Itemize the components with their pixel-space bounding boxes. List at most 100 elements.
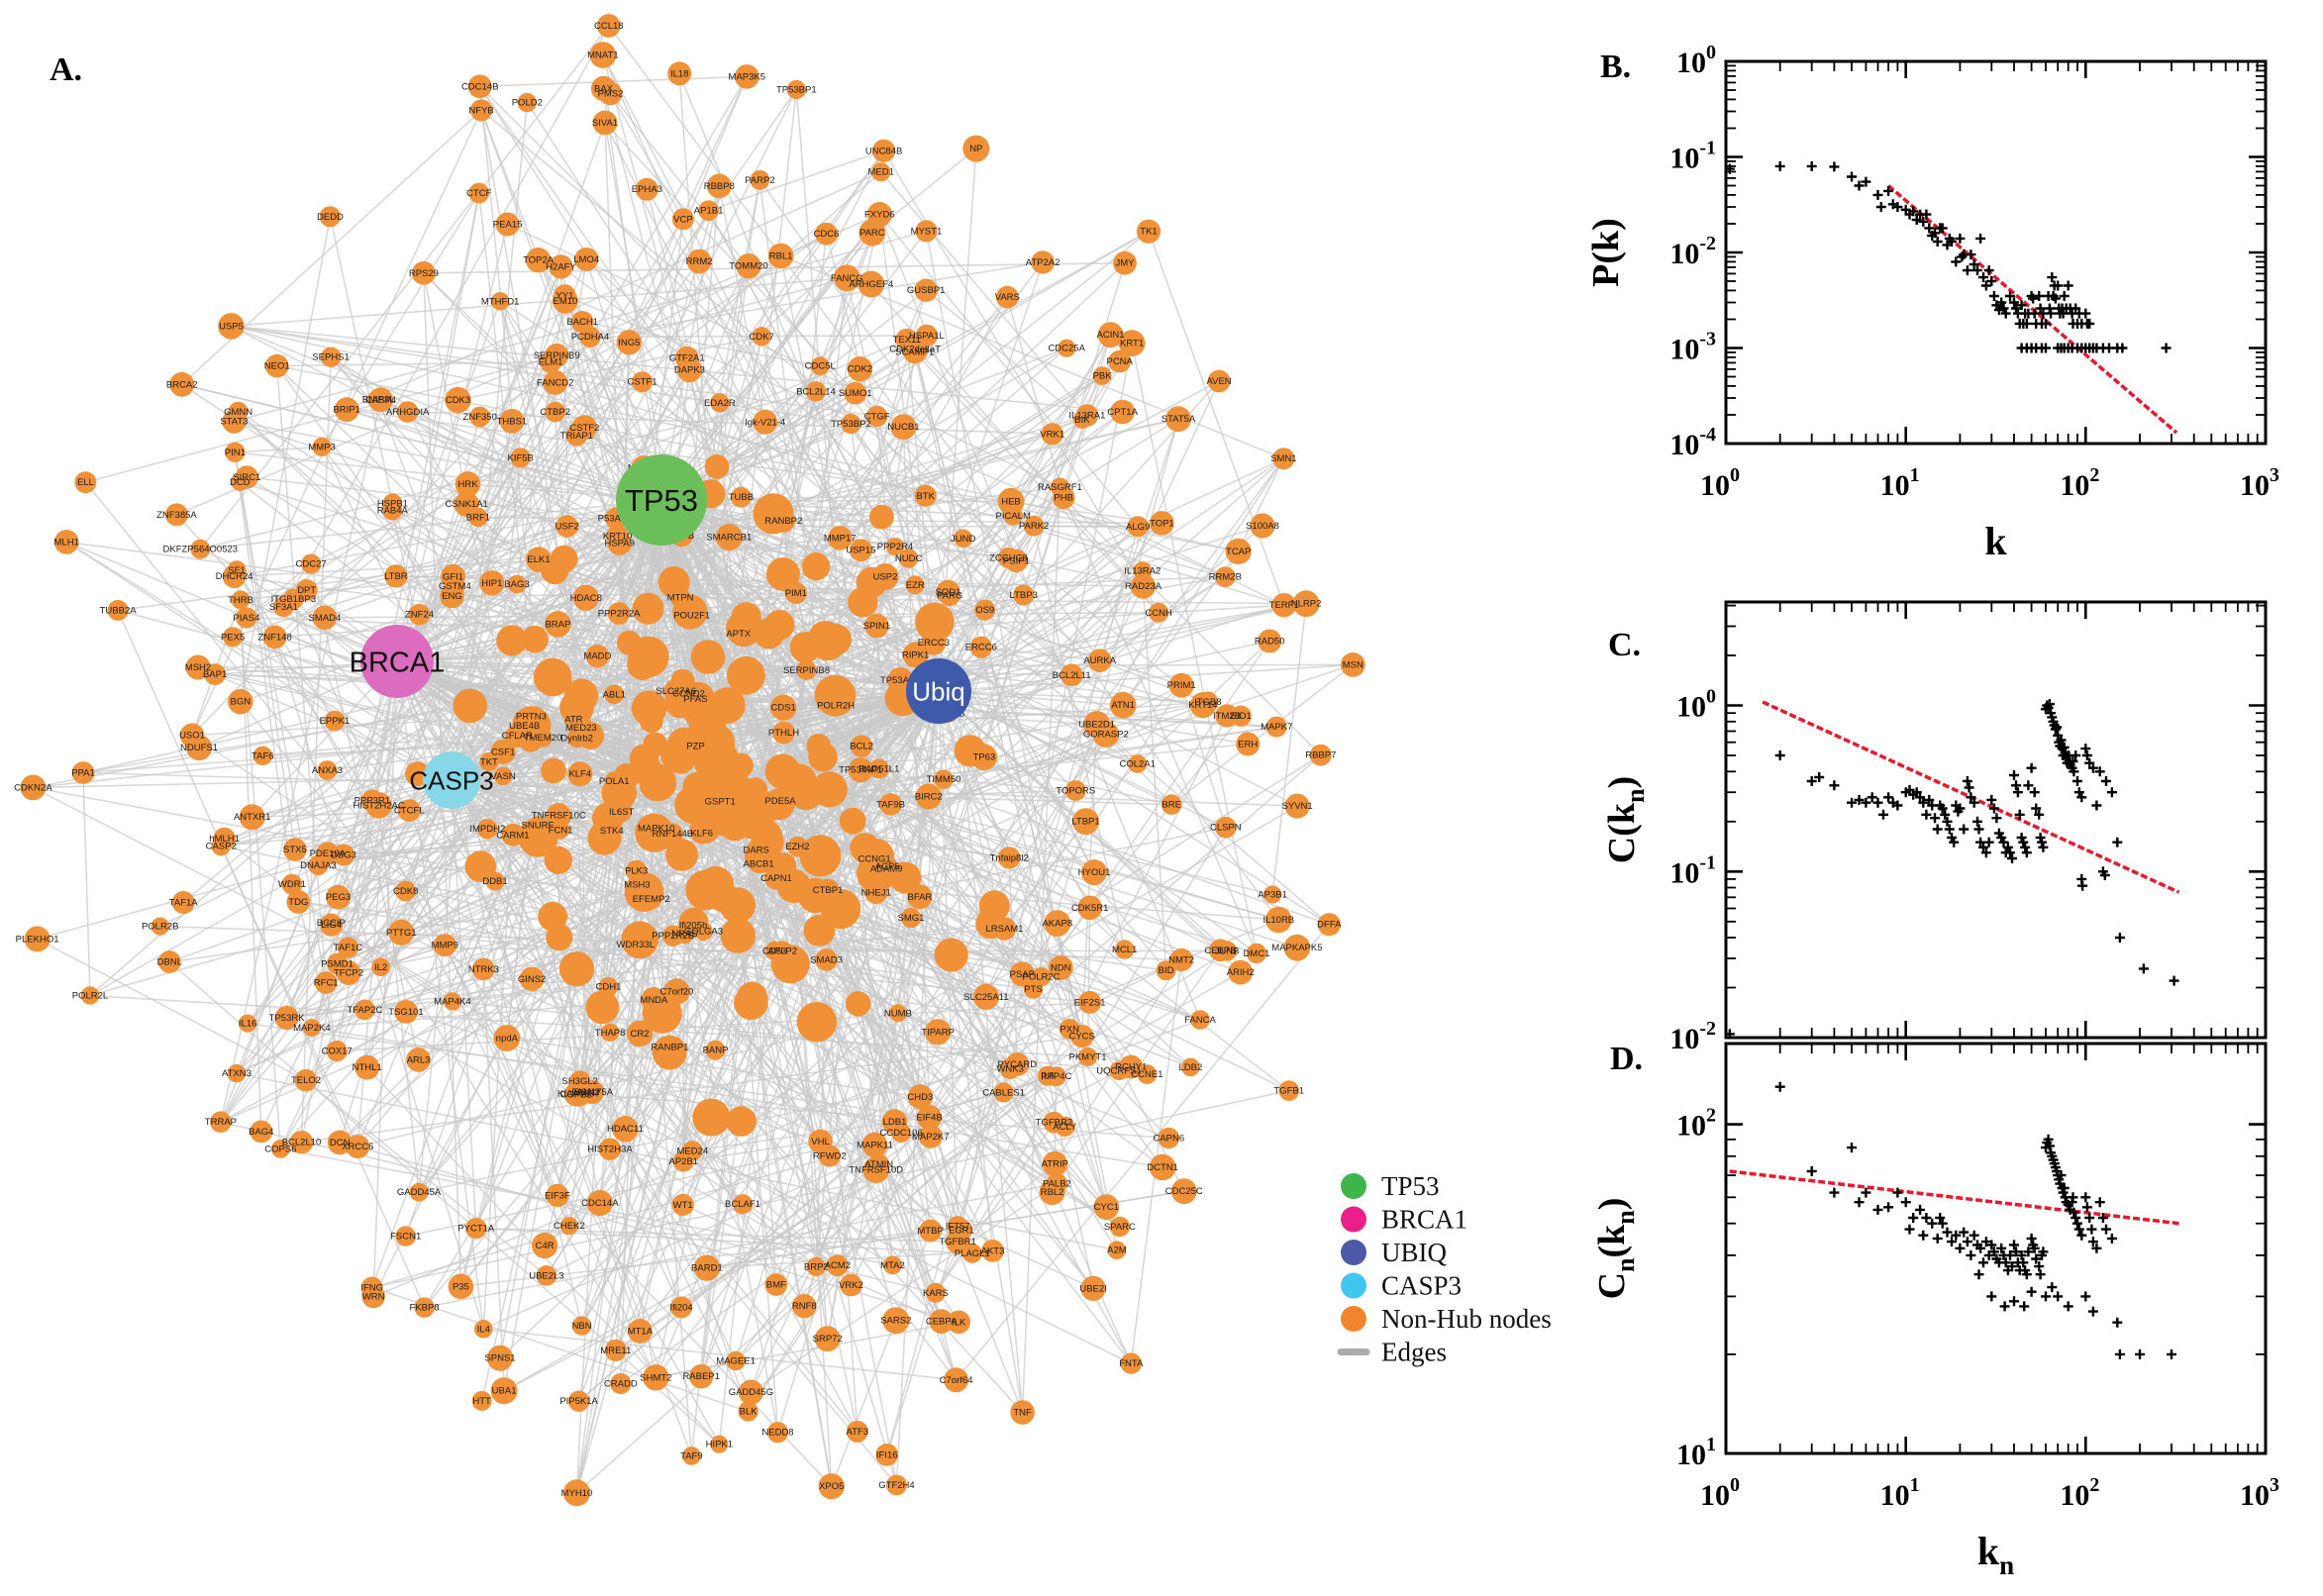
scatter-point bbox=[1993, 305, 2004, 316]
node-label: UBE2D1 bbox=[1078, 720, 1115, 731]
node-label: BRIP1 bbox=[333, 405, 359, 416]
network-node bbox=[658, 1036, 680, 1057]
network-node bbox=[1009, 961, 1035, 987]
node-label: GADD45A bbox=[397, 1187, 442, 1198]
scatter-point bbox=[2058, 308, 2069, 319]
scatter-point bbox=[1966, 792, 1976, 803]
node-label: BCL2 bbox=[850, 742, 873, 752]
network-edge bbox=[673, 581, 951, 597]
legend-label: Non-Hub nodes bbox=[1381, 1304, 1552, 1334]
network-node bbox=[334, 397, 359, 423]
node-label: RRM2 bbox=[686, 256, 713, 267]
node-label: ITM2B bbox=[1213, 711, 1241, 722]
network-edge bbox=[234, 451, 338, 1051]
node-label: GTF2A1 bbox=[669, 353, 705, 364]
network-node bbox=[227, 1063, 247, 1083]
legend-swatch-ubiq-icon bbox=[1341, 1240, 1366, 1265]
scatter-point bbox=[2080, 1192, 2091, 1203]
node-label: HDAC8 bbox=[570, 593, 602, 604]
node-label: EIF3F bbox=[545, 1190, 570, 1201]
network-node bbox=[1077, 895, 1102, 921]
x-tick-label: 101 bbox=[1880, 1474, 1920, 1512]
scatter-point bbox=[1996, 297, 2007, 308]
network-edge bbox=[181, 383, 662, 501]
node-label: SHMT2 bbox=[640, 1372, 671, 1383]
network-node bbox=[1072, 410, 1091, 429]
node-label: DBNL bbox=[157, 957, 182, 968]
network-edge bbox=[89, 864, 319, 997]
network-node bbox=[907, 1084, 933, 1110]
network-node bbox=[752, 327, 771, 347]
network-edge bbox=[1003, 821, 1087, 930]
network-node bbox=[868, 758, 889, 779]
network-node bbox=[915, 324, 939, 348]
network-edge bbox=[617, 535, 916, 656]
legend-swatch-brca1-icon bbox=[1341, 1206, 1366, 1233]
node-label: UBE4B bbox=[509, 721, 540, 732]
node-label: IL13RA1 bbox=[1068, 411, 1105, 422]
node-label: FKBP8 bbox=[410, 1303, 440, 1314]
network-node bbox=[210, 1111, 232, 1133]
node-label: MED23 bbox=[565, 723, 597, 734]
network-node bbox=[1081, 859, 1107, 886]
node-label: BTK bbox=[916, 491, 935, 502]
network-node bbox=[468, 182, 490, 204]
network-edge bbox=[240, 599, 373, 802]
node-label: PLAGL1 bbox=[955, 1248, 990, 1259]
axis-ticks bbox=[1724, 1044, 2268, 1455]
scatter-point bbox=[2031, 803, 2042, 814]
node-label: NUCB1 bbox=[887, 422, 919, 433]
network-node bbox=[921, 630, 947, 655]
network-node bbox=[1168, 672, 1194, 698]
node-label: BANP bbox=[703, 1046, 729, 1056]
network-node bbox=[736, 253, 761, 279]
network-edge bbox=[550, 361, 582, 729]
network-node bbox=[764, 866, 788, 890]
scatter-point bbox=[1969, 259, 1979, 270]
network-node bbox=[493, 1025, 521, 1051]
node-label: ATMIN bbox=[864, 1159, 893, 1170]
scatter-point bbox=[2044, 699, 2055, 710]
scatter-point bbox=[2023, 1247, 2034, 1257]
node-label: BRP2 bbox=[804, 1261, 829, 1272]
network-edge bbox=[914, 349, 1089, 1057]
scatter-point bbox=[2059, 291, 2070, 301]
node-label: CDC25A bbox=[1048, 344, 1085, 354]
network-node bbox=[474, 1320, 493, 1339]
network-node bbox=[625, 859, 648, 882]
legend-item-ubiq: UBIQ bbox=[1341, 1238, 1447, 1267]
network-node bbox=[1031, 250, 1055, 274]
scatter-point bbox=[2059, 1183, 2070, 1193]
scatter-point bbox=[1966, 1249, 1976, 1260]
node-label: FAM175A bbox=[571, 1087, 613, 1098]
network-node bbox=[394, 1000, 418, 1024]
node-label: CDH1 bbox=[596, 982, 622, 993]
network-node bbox=[551, 821, 570, 840]
node-label: CTCFL bbox=[394, 806, 425, 817]
network-node bbox=[491, 292, 510, 311]
scatter-point bbox=[1959, 824, 1970, 835]
scatter-point bbox=[2019, 1301, 2030, 1312]
node-label: SPIN1 bbox=[863, 621, 890, 632]
panel-c-label: C. bbox=[1608, 627, 1641, 663]
network-node bbox=[690, 640, 726, 674]
scatter-point bbox=[2091, 800, 2102, 811]
node-label: MSH2 bbox=[185, 662, 211, 673]
scatter-point bbox=[1962, 776, 1972, 786]
network-node bbox=[974, 599, 996, 621]
node-label: STAT5A bbox=[1162, 414, 1196, 425]
network-node bbox=[934, 769, 954, 789]
network-node bbox=[322, 913, 341, 933]
node-label: WNK3 bbox=[996, 1064, 1023, 1075]
node-label: PICALM bbox=[996, 511, 1031, 522]
node-label: IL16 bbox=[239, 1019, 257, 1030]
network-node bbox=[861, 1132, 888, 1158]
node-label: CCNG1 bbox=[858, 854, 890, 865]
scatter-point bbox=[2009, 770, 2019, 780]
network-edge bbox=[733, 335, 928, 790]
network-node bbox=[710, 1435, 729, 1453]
hub-node-casp3 bbox=[423, 751, 480, 809]
network-node bbox=[815, 948, 838, 971]
scatter-point bbox=[1847, 797, 1857, 808]
scatter-point bbox=[1875, 202, 1886, 212]
